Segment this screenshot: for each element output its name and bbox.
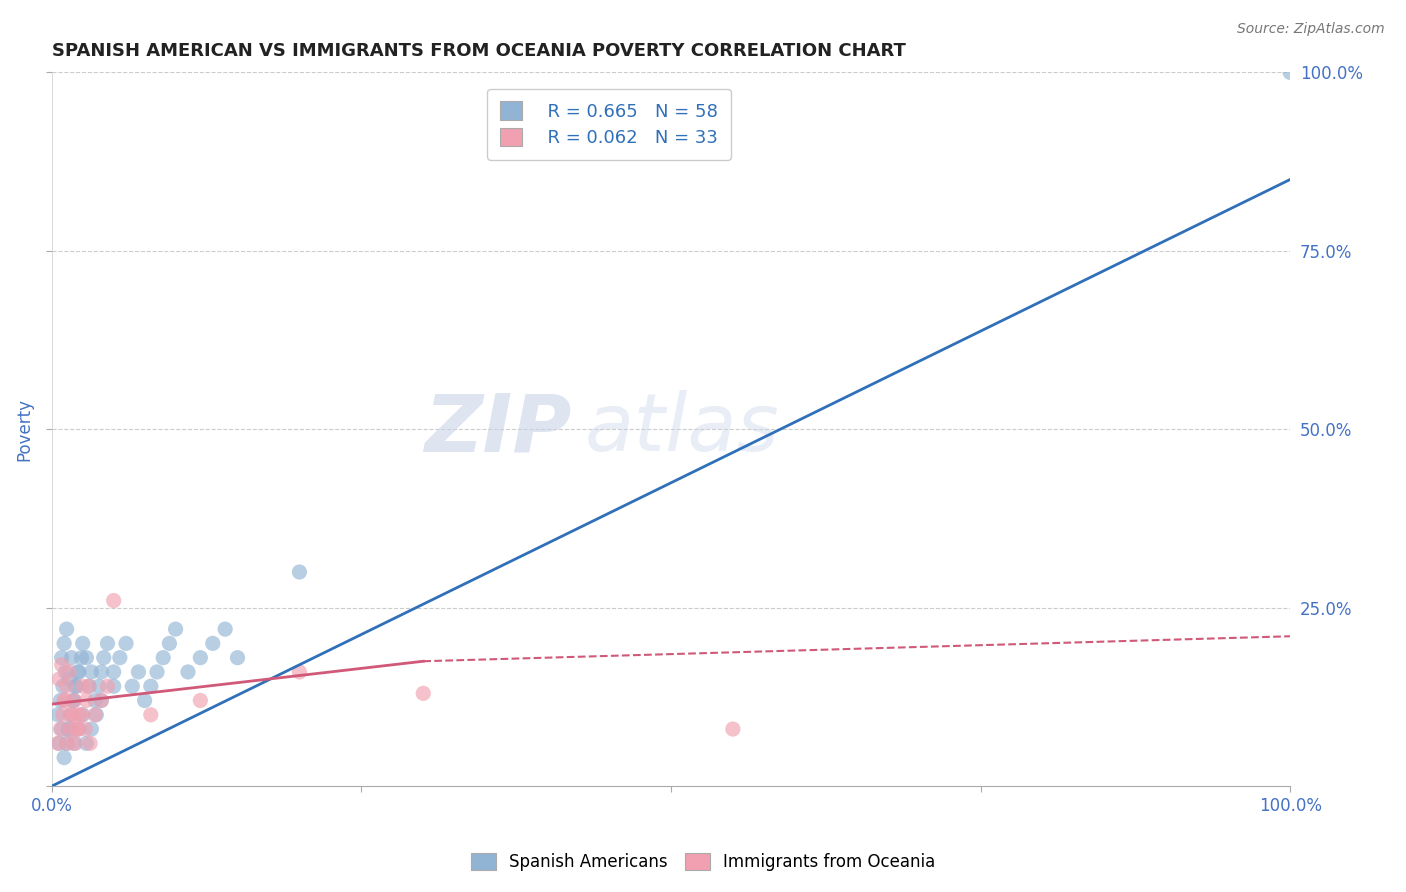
Point bbox=[72, 679, 94, 693]
Point bbox=[63, 736, 86, 750]
Point bbox=[80, 665, 103, 679]
Point bbox=[134, 693, 156, 707]
Point bbox=[46, 736, 69, 750]
Point bbox=[96, 636, 118, 650]
Point bbox=[75, 722, 97, 736]
Point bbox=[53, 636, 76, 650]
Point bbox=[55, 679, 77, 693]
Point bbox=[177, 665, 200, 679]
Point bbox=[60, 707, 83, 722]
Point bbox=[121, 679, 143, 693]
Point bbox=[1279, 65, 1302, 79]
Point bbox=[65, 736, 87, 750]
Point bbox=[152, 650, 174, 665]
Point bbox=[80, 722, 103, 736]
Point bbox=[412, 686, 434, 700]
Point bbox=[93, 650, 115, 665]
Point bbox=[53, 750, 76, 764]
Point bbox=[201, 636, 224, 650]
Point bbox=[66, 665, 89, 679]
Point bbox=[72, 707, 94, 722]
Point bbox=[288, 665, 311, 679]
Point bbox=[139, 679, 162, 693]
Point bbox=[70, 707, 93, 722]
Point bbox=[288, 565, 311, 579]
Point bbox=[86, 707, 108, 722]
Point bbox=[51, 650, 73, 665]
Point bbox=[90, 665, 112, 679]
Point bbox=[84, 707, 107, 722]
Legend: Spanish Americans, Immigrants from Oceania: Spanish Americans, Immigrants from Ocean… bbox=[463, 845, 943, 880]
Point bbox=[226, 650, 249, 665]
Point bbox=[62, 693, 84, 707]
Point bbox=[103, 679, 125, 693]
Point bbox=[62, 707, 84, 722]
Point bbox=[48, 736, 70, 750]
Point bbox=[115, 636, 138, 650]
Point bbox=[87, 679, 110, 693]
Point bbox=[90, 693, 112, 707]
Point bbox=[46, 707, 69, 722]
Point bbox=[67, 707, 90, 722]
Point bbox=[75, 650, 97, 665]
Point bbox=[51, 722, 73, 736]
Point bbox=[103, 593, 125, 607]
Point bbox=[56, 722, 79, 736]
Point bbox=[165, 622, 187, 636]
Point bbox=[56, 736, 79, 750]
Text: atlas: atlas bbox=[585, 391, 779, 468]
Point bbox=[52, 707, 75, 722]
Point bbox=[65, 679, 87, 693]
Point bbox=[139, 707, 162, 722]
Point bbox=[72, 636, 94, 650]
Point bbox=[49, 693, 72, 707]
Point bbox=[48, 672, 70, 686]
Point bbox=[59, 722, 82, 736]
Point bbox=[190, 650, 212, 665]
Point bbox=[59, 707, 82, 722]
Point bbox=[53, 665, 76, 679]
Text: Source: ZipAtlas.com: Source: ZipAtlas.com bbox=[1237, 22, 1385, 37]
Point bbox=[84, 693, 107, 707]
Point bbox=[721, 722, 744, 736]
Point bbox=[53, 693, 76, 707]
Point bbox=[103, 665, 125, 679]
Legend:   R = 0.665   N = 58,   R = 0.062   N = 33: R = 0.665 N = 58, R = 0.062 N = 33 bbox=[488, 88, 731, 160]
Point bbox=[49, 722, 72, 736]
Point bbox=[55, 622, 77, 636]
Point bbox=[146, 665, 169, 679]
Y-axis label: Poverty: Poverty bbox=[15, 398, 32, 461]
Point bbox=[55, 736, 77, 750]
Point bbox=[77, 679, 100, 693]
Point bbox=[67, 665, 90, 679]
Point bbox=[190, 693, 212, 707]
Point bbox=[67, 722, 90, 736]
Point bbox=[53, 693, 76, 707]
Point bbox=[214, 622, 236, 636]
Point bbox=[65, 722, 87, 736]
Point bbox=[127, 665, 149, 679]
Point bbox=[96, 679, 118, 693]
Point bbox=[157, 636, 180, 650]
Point bbox=[75, 693, 97, 707]
Point bbox=[66, 722, 89, 736]
Point bbox=[63, 693, 86, 707]
Point bbox=[63, 693, 86, 707]
Point bbox=[77, 679, 100, 693]
Point bbox=[65, 679, 87, 693]
Text: SPANISH AMERICAN VS IMMIGRANTS FROM OCEANIA POVERTY CORRELATION CHART: SPANISH AMERICAN VS IMMIGRANTS FROM OCEA… bbox=[52, 42, 905, 60]
Point bbox=[108, 650, 131, 665]
Point bbox=[60, 650, 83, 665]
Point bbox=[59, 722, 82, 736]
Point bbox=[58, 665, 80, 679]
Point bbox=[90, 693, 112, 707]
Text: ZIP: ZIP bbox=[425, 391, 572, 468]
Point bbox=[51, 657, 73, 672]
Point bbox=[58, 672, 80, 686]
Point bbox=[52, 679, 75, 693]
Point bbox=[70, 650, 93, 665]
Point bbox=[75, 736, 97, 750]
Point bbox=[79, 736, 101, 750]
